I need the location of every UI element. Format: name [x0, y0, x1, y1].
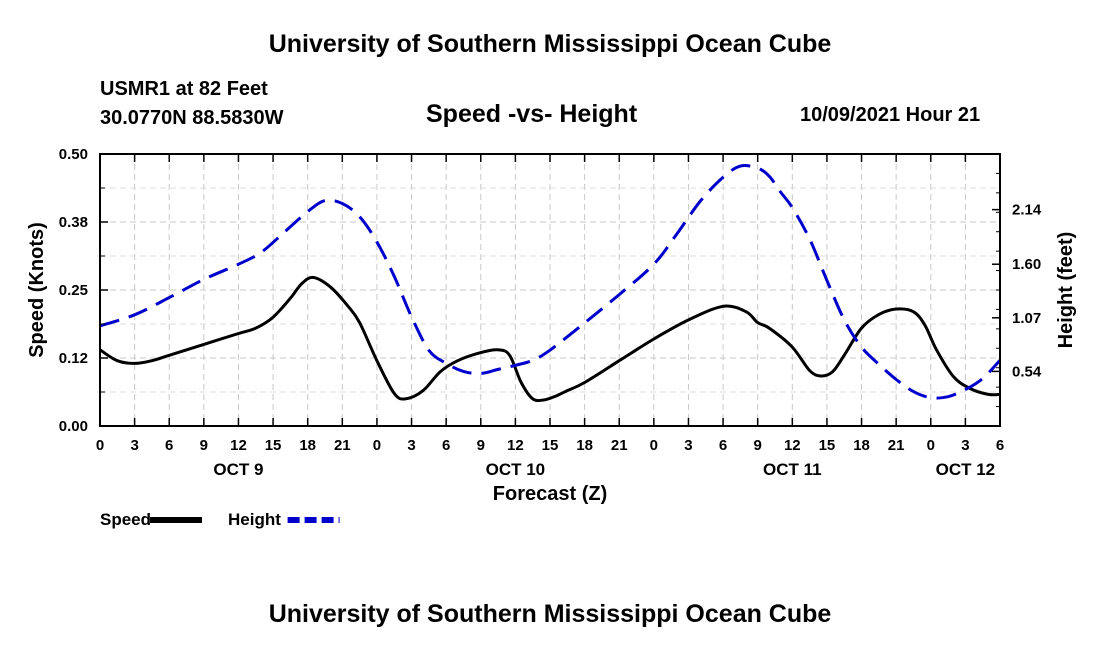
x-tick-label: 9 — [754, 437, 762, 454]
day-label: OCT 9 — [213, 460, 263, 479]
x-tick-label: 18 — [299, 437, 316, 454]
x-tick-label: 6 — [996, 437, 1004, 454]
y2-axis-label: Height (feet) — [1055, 232, 1077, 349]
series-layer — [100, 164, 1000, 403]
y-tick-label: 0.50 — [59, 146, 88, 163]
legend-label-speed: Speed — [100, 510, 151, 529]
x-tick-label: 12 — [784, 437, 801, 454]
top-title: University of Southern Mississippi Ocean… — [268, 30, 832, 58]
y-tick-label: 0.00 — [59, 418, 88, 435]
forecast-datetime: 10/09/2021 Hour 21 — [800, 104, 981, 126]
x-tick-label: 21 — [888, 437, 905, 454]
y-axis-label: Speed (Knots) — [26, 222, 48, 358]
x-tick-label: 3 — [130, 437, 138, 454]
x-tick-label: 6 — [165, 437, 173, 454]
y2-tick-label: 0.54 — [1012, 363, 1042, 380]
y-tick-label: 0.12 — [59, 350, 88, 367]
station-name: USMR1 at 82 Feet — [100, 78, 268, 100]
y-tick-label: 0.38 — [59, 214, 88, 231]
x-tick-label: 3 — [684, 437, 692, 454]
y2-tick-label: 2.14 — [1012, 202, 1042, 219]
x-tick-label: 15 — [265, 437, 282, 454]
x-tick-label: 9 — [477, 437, 485, 454]
station-info: USMR1 at 82 Feet 30.0770N 88.5830W — [100, 75, 283, 133]
x-tick-label: 12 — [230, 437, 247, 454]
bottom-title: University of Southern Mississippi Ocean… — [268, 600, 832, 628]
series-line-speed — [100, 275, 1000, 403]
x-tick-label: 3 — [407, 437, 415, 454]
x-tick-label: 9 — [200, 437, 208, 454]
x-tick-label: 0 — [927, 437, 935, 454]
x-tick-label: 21 — [611, 437, 628, 454]
x-tick-label: 18 — [853, 437, 870, 454]
x-tick-label: 6 — [442, 437, 450, 454]
y-tick-label: 0.25 — [59, 282, 88, 299]
day-label: OCT 10 — [486, 460, 546, 479]
y2-tick-label: 1.07 — [1012, 310, 1041, 327]
chart-subtitle: Speed -vs- Height — [426, 100, 638, 128]
x-tick-label: 12 — [507, 437, 524, 454]
legend: Speed Height — [100, 510, 340, 529]
x-axis-label: Forecast (Z) — [493, 483, 607, 505]
legend-label-height: Height — [228, 510, 281, 529]
x-tick-label: 0 — [96, 437, 104, 454]
x-tick-label: 0 — [650, 437, 658, 454]
axis-ticks: 0 3 6 9 12 15 18 21 0 3 6 9 12 15 18 21 0 3 6 9 12 15 18 21 0 3 6 0… — [59, 146, 1042, 479]
y2-tick-label: 1.60 — [1012, 256, 1041, 273]
x-tick-label: 0 — [373, 437, 381, 454]
station-coords: 30.0770N 88.5830W — [100, 107, 284, 129]
x-tick-label: 18 — [576, 437, 593, 454]
x-tick-label: 15 — [819, 437, 836, 454]
grid — [100, 154, 1000, 426]
series-line-height — [100, 164, 1000, 400]
x-tick-label: 21 — [334, 437, 351, 454]
x-tick-label: 15 — [542, 437, 559, 454]
day-label: OCT 11 — [763, 460, 822, 479]
x-tick-label: 6 — [719, 437, 727, 454]
x-tick-label: 3 — [961, 437, 969, 454]
day-label: OCT 12 — [936, 460, 996, 479]
